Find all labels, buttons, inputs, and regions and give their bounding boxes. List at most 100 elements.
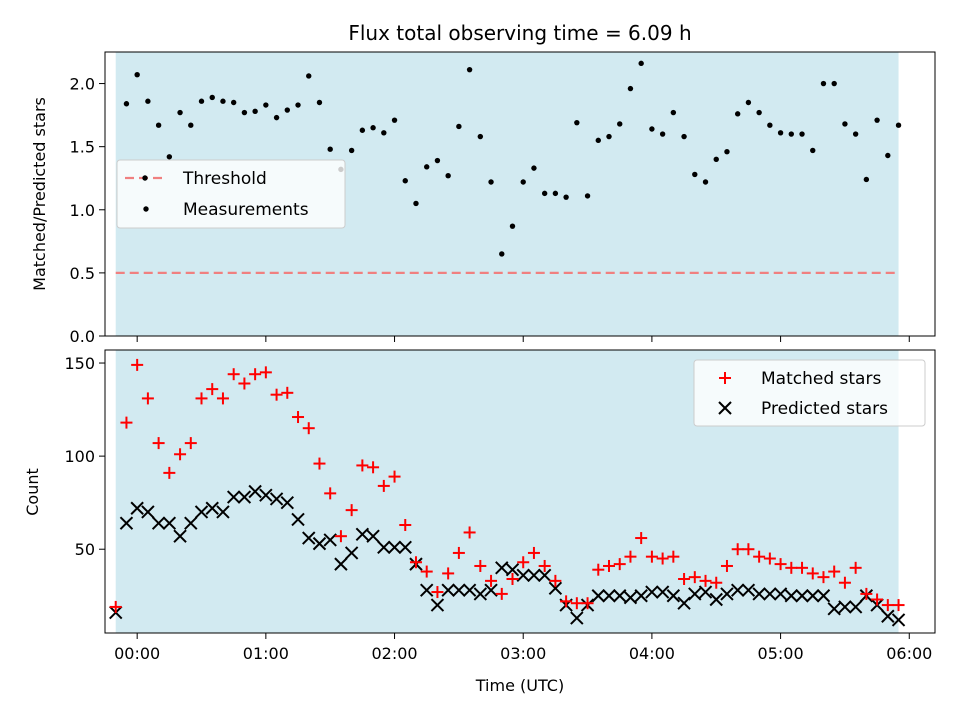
predicted-star-point bbox=[838, 600, 852, 614]
predicted-star-point bbox=[377, 540, 391, 555]
measurement-point bbox=[659, 131, 666, 137]
predicted-star-point bbox=[344, 546, 359, 560]
measurement-point bbox=[188, 122, 194, 128]
predicted-star-point bbox=[259, 488, 273, 502]
measurement-point bbox=[627, 85, 634, 92]
predicted-star-point bbox=[516, 568, 530, 582]
predicted-star-point bbox=[216, 505, 230, 519]
matched-star-point bbox=[485, 574, 498, 587]
matched-star-point bbox=[442, 567, 455, 580]
measurement-point bbox=[177, 109, 183, 116]
predicted-star-point bbox=[602, 589, 616, 603]
measurement-point bbox=[209, 94, 215, 101]
y-tick-label: 1.0 bbox=[70, 201, 95, 220]
predicted-star-point bbox=[698, 585, 713, 599]
measurement-point bbox=[852, 131, 859, 137]
predicted-star-point bbox=[537, 568, 552, 582]
matched-star-point bbox=[624, 550, 637, 563]
matched-star-point bbox=[206, 383, 219, 396]
matched-star-point bbox=[313, 457, 326, 470]
matched-star-point bbox=[592, 563, 605, 576]
matched-star-point bbox=[838, 576, 851, 589]
predicted-star-point bbox=[720, 587, 734, 601]
measurement-point bbox=[348, 147, 355, 154]
matched-star-point bbox=[131, 358, 144, 371]
matched-star-point bbox=[356, 459, 369, 472]
bottom-y-ticks: 50 100 150 bbox=[64, 354, 105, 559]
measurement-point bbox=[541, 190, 548, 197]
measurement-point bbox=[595, 137, 601, 144]
y-tick-label: 150 bbox=[64, 354, 95, 373]
top-legend: Threshold Measurements bbox=[116, 159, 346, 229]
predicted-star-point bbox=[452, 583, 466, 597]
measurement-point bbox=[145, 98, 151, 104]
predicted-star-point bbox=[623, 590, 638, 605]
matched-star-point bbox=[152, 437, 165, 450]
measurement-point bbox=[863, 176, 870, 183]
predicted-star-point bbox=[419, 583, 434, 597]
measurement-point bbox=[767, 122, 773, 128]
matched-star-point bbox=[388, 470, 401, 483]
legend-measurements-label: Measurements bbox=[183, 200, 309, 220]
predicted-stars-points bbox=[109, 484, 906, 627]
predicted-star-point bbox=[505, 562, 520, 577]
measurement-point bbox=[295, 102, 301, 108]
measurement-point bbox=[306, 73, 312, 79]
legend-threshold-marker bbox=[142, 175, 148, 181]
matched-star-point bbox=[753, 550, 766, 563]
matched-star-point bbox=[517, 556, 530, 569]
measurement-point bbox=[799, 131, 805, 137]
bottom-axes-frame bbox=[104, 349, 936, 634]
measurement-point bbox=[692, 171, 698, 178]
matched-star-point bbox=[774, 558, 787, 571]
x-tick-label: 01:00 bbox=[243, 644, 289, 663]
matched-star-point bbox=[452, 546, 465, 559]
predicted-star-point bbox=[334, 557, 348, 571]
measurement-point bbox=[734, 111, 741, 117]
predicted-star-point bbox=[194, 505, 209, 519]
matched-star-point bbox=[474, 559, 487, 572]
measurement-point bbox=[670, 109, 677, 116]
x-tick-label: 06:00 bbox=[886, 644, 932, 663]
legend-matched-marker bbox=[719, 372, 731, 384]
matched-star-point bbox=[184, 437, 197, 450]
measurement-point bbox=[477, 133, 484, 140]
predicted-star-point bbox=[226, 490, 241, 504]
measurement-points bbox=[123, 60, 902, 257]
predicted-star-point bbox=[248, 484, 262, 499]
predicted-star-point bbox=[119, 516, 134, 530]
matched-star-point bbox=[667, 550, 680, 563]
matched-star-point bbox=[849, 561, 862, 574]
measurement-point bbox=[724, 149, 730, 155]
matched-star-point bbox=[603, 559, 616, 572]
measurement-point bbox=[123, 101, 130, 107]
matched-star-point bbox=[560, 595, 573, 608]
y-tick-label: 0.0 bbox=[70, 327, 95, 346]
matched-star-point bbox=[345, 504, 358, 517]
matched-star-point bbox=[806, 567, 819, 580]
matched-star-point bbox=[581, 597, 594, 610]
predicted-star-point bbox=[473, 587, 488, 601]
measurement-point bbox=[252, 108, 258, 115]
predicted-star-point bbox=[527, 568, 541, 582]
predicted-star-point bbox=[462, 583, 477, 597]
measurement-point bbox=[327, 146, 333, 152]
predicted-star-point bbox=[677, 596, 691, 610]
top-panel: 0.00.51.01.52.0 Matched/Predicted stars … bbox=[30, 51, 936, 346]
matched-star-point bbox=[688, 571, 701, 584]
measurement-point bbox=[617, 121, 623, 127]
measurement-point bbox=[198, 98, 205, 104]
legend-threshold-label: Threshold bbox=[182, 169, 267, 189]
x-tick-label: 02:00 bbox=[371, 644, 417, 663]
matched-star-point bbox=[367, 461, 380, 474]
measurement-point bbox=[885, 152, 891, 159]
predicted-star-point bbox=[151, 516, 166, 530]
measurement-point bbox=[241, 109, 248, 116]
measurement-point bbox=[745, 99, 752, 106]
measurement-point bbox=[402, 178, 408, 184]
measurement-point bbox=[520, 179, 526, 185]
matched-star-point bbox=[656, 552, 669, 565]
predicted-star-point bbox=[688, 587, 702, 601]
matched-star-point bbox=[742, 543, 755, 556]
predicted-star-point bbox=[141, 505, 155, 519]
